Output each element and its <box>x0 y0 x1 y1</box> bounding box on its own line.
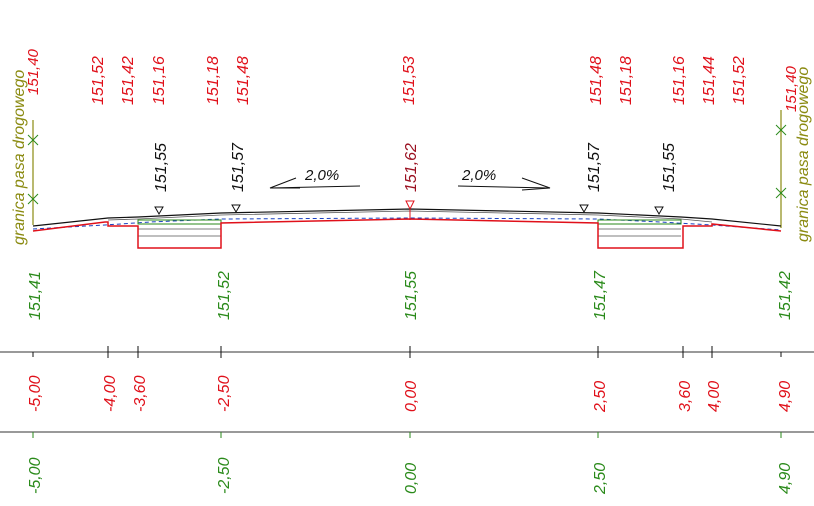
top-label: 151,42 <box>120 56 137 105</box>
ground-label: 151,42 <box>777 271 794 320</box>
right-boundary-marker <box>775 110 787 228</box>
ground-label: 151,41 <box>27 271 44 320</box>
offset-label: 4,90 <box>777 381 794 412</box>
boundary-left-value: 151,40 <box>25 48 42 95</box>
design-label: 151,57 <box>230 142 247 192</box>
elevation-markers <box>154 200 664 216</box>
left-boundary-marker <box>27 120 39 225</box>
offset-label: 4,00 <box>706 381 723 412</box>
offset-labels-green: -5,00 -2,50 0,00 2,50 4,90 <box>27 457 794 495</box>
offset-label: -5,00 <box>27 375 44 412</box>
design-label: 151,62 <box>403 143 420 192</box>
top-label: 151,53 <box>401 56 418 105</box>
slope-arrow-left: 2,0% <box>269 167 361 189</box>
top-label: 151,52 <box>90 56 107 105</box>
offset-label: -2,50 <box>216 375 233 412</box>
slope-left-label: 2,0% <box>304 167 339 184</box>
offset-label: 0,00 <box>403 463 420 494</box>
ground-label: 151,47 <box>592 270 609 320</box>
boundary-label-left: granica pasa drogowego <box>11 70 28 245</box>
boundary-right-value: 151,40 <box>783 65 800 112</box>
design-label: 151,57 <box>586 142 603 192</box>
offset-label: 0,00 <box>403 381 420 412</box>
slope-arrow-right: 2,0% <box>457 167 551 191</box>
ground-label: 151,52 <box>216 271 233 320</box>
top-label: 151,18 <box>618 56 635 105</box>
left-structure-layers <box>137 219 222 237</box>
top-label: 151,16 <box>151 56 168 105</box>
pavement-surface <box>32 208 782 227</box>
offset-ticks-red <box>32 346 782 358</box>
offset-label: -2,50 <box>216 457 233 494</box>
boundary-label-right: granica pasa drogowego <box>795 67 812 242</box>
offset-label: -4,00 <box>102 375 119 412</box>
design-label: 151,55 <box>153 143 170 192</box>
offset-label: 2,50 <box>592 463 609 495</box>
top-label: 151,48 <box>235 56 252 105</box>
ground-label: 151,55 <box>403 271 420 320</box>
top-label: 151,16 <box>671 56 688 105</box>
existing-ground-line <box>32 217 782 231</box>
slope-right-label: 2,0% <box>461 167 496 184</box>
design-elevation-labels: 151,55 151,57 151,62 151,57 151,55 <box>153 142 678 192</box>
top-label: 151,18 <box>205 56 222 105</box>
right-structure-layers <box>597 219 682 237</box>
design-label: 151,55 <box>661 143 678 192</box>
offset-label: -5,00 <box>27 457 44 494</box>
offset-labels-red: -5,00 -4,00 -3,60 -2,50 0,00 2,50 3,60 4… <box>27 375 794 413</box>
offset-label: -3,60 <box>132 375 149 412</box>
ground-elevation-labels: 151,41 151,52 151,55 151,47 151,42 <box>27 270 794 320</box>
top-elevation-labels: 151,52 151,42 151,16 151,18 151,48 151,5… <box>90 56 748 105</box>
top-label: 151,44 <box>701 56 718 105</box>
offset-label: 3,60 <box>677 381 694 412</box>
offset-label: 2,50 <box>592 381 609 413</box>
offset-label: 4,90 <box>777 463 794 494</box>
top-label: 151,52 <box>731 56 748 105</box>
top-label: 151,48 <box>588 56 605 105</box>
offset-ticks-green <box>32 432 782 438</box>
subgrade-line <box>32 218 782 249</box>
